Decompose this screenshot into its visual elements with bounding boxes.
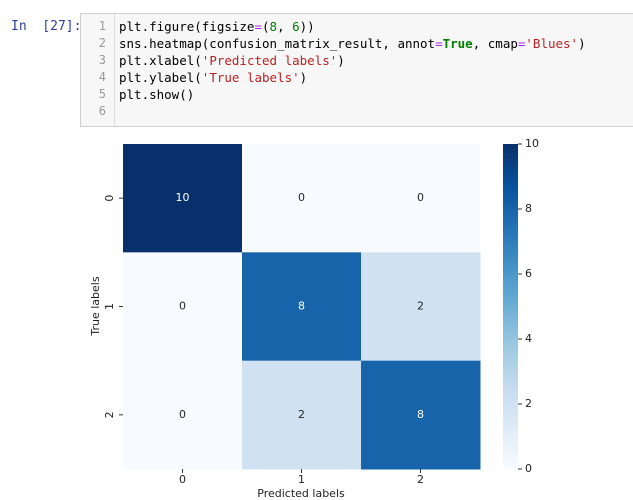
cell-annotation: 10 [176, 191, 190, 204]
code-token: ) [299, 70, 308, 85]
code-token: plt.show() [119, 87, 195, 102]
code-token: )) [299, 19, 315, 34]
y-tick-label: 1 [103, 303, 116, 310]
line-number: 3 [98, 53, 106, 67]
cell-annotation: 8 [298, 300, 305, 313]
colorbar-tick-label: 0 [525, 462, 532, 475]
cell-annotation: 2 [417, 300, 424, 313]
heatmap-cell [123, 252, 243, 362]
code-token: = [254, 19, 262, 34]
line-number: 6 [98, 104, 106, 118]
heatmap-cell [361, 144, 481, 253]
code-line: plt.figure(figsize=(8, 6)) [119, 19, 315, 34]
code-token: ) [578, 36, 586, 51]
heatmap-cell [361, 252, 481, 362]
x-axis-label: Predicted labels [257, 487, 345, 500]
line-number: 4 [98, 70, 106, 84]
code-token: sns.heatmap(confusion_matrix_result, ann… [119, 36, 436, 51]
colorbar [503, 144, 518, 469]
code-token: 8 [269, 19, 278, 34]
code-token: ) [337, 53, 345, 68]
heatmap-cell [123, 360, 243, 470]
heatmap-cell [242, 144, 362, 253]
code-token: plt.xlabel( [119, 53, 202, 68]
code-token: plt.ylabel( [119, 70, 202, 85]
colorbar-tick-label: 2 [525, 397, 532, 410]
cell-annotation: 0 [179, 300, 186, 313]
line-number: 2 [98, 36, 106, 50]
code-token: , cmap [472, 36, 518, 51]
code-line: plt.xlabel('Predicted labels') [119, 53, 345, 68]
cell-annotation: 0 [298, 191, 305, 204]
code-token: 'Predicted labels' [201, 53, 338, 68]
x-tick-label: 2 [417, 473, 424, 486]
heatmap-cell [123, 144, 243, 253]
y-tick-label: 0 [103, 195, 116, 202]
cell-annotation: 0 [417, 191, 424, 204]
code-line: sns.heatmap(confusion_matrix_result, ann… [119, 36, 586, 51]
heatmap-cell [242, 252, 362, 362]
code-cell[interactable]: 1 2 3 4 5 6 plt.figure(figsize=(8, 6)) sns.heat… [80, 13, 633, 127]
colorbar-tick-label: 6 [525, 267, 532, 280]
code-token: 6 [292, 19, 300, 34]
code-token: = [435, 36, 443, 51]
code-token: = [517, 36, 526, 51]
code-token: 'True labels' [201, 70, 300, 85]
y-axis-label: True labels [89, 276, 102, 336]
line-number: 5 [98, 87, 106, 101]
colorbar-tick-label: 10 [525, 137, 539, 150]
cell-annotation: 0 [179, 408, 186, 421]
colorbar-tick-label: 8 [525, 202, 532, 215]
heatmap-cell [361, 360, 481, 470]
code-token: ( [262, 19, 270, 34]
code-token: , [277, 19, 293, 34]
cell-prompt: In [27]: [11, 19, 82, 34]
code-token: True [442, 36, 473, 51]
line-gutter: 1 2 3 4 5 6 [81, 14, 115, 126]
cell-annotation: 2 [298, 408, 305, 421]
colorbar-tick-label: 4 [525, 332, 532, 345]
code-token: 'Blues' [525, 36, 579, 51]
code-line: plt.show() [119, 87, 194, 102]
code-line: plt.ylabel('True labels') [119, 70, 307, 85]
code-token: plt.figure(figsize [119, 19, 255, 34]
line-number: 1 [98, 19, 106, 33]
y-tick-label: 2 [103, 411, 116, 418]
x-tick-label: 0 [179, 473, 186, 486]
x-tick-label: 1 [298, 473, 305, 486]
cell-annotation: 8 [417, 408, 424, 421]
heatmap-cell [242, 360, 362, 470]
